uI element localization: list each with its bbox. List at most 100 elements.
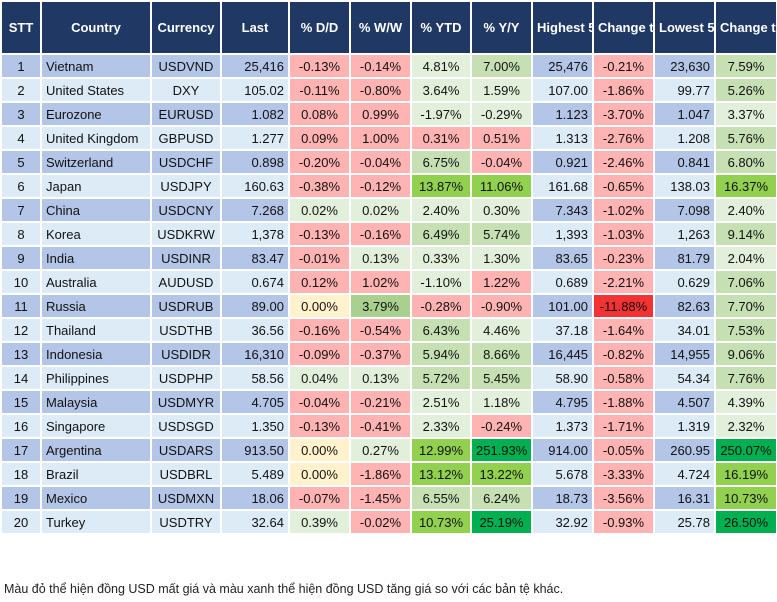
cell-country: Russia bbox=[40, 293, 152, 319]
column-header-chh[interactable]: Change to H52W bbox=[592, 0, 655, 55]
cell-stt: 11 bbox=[0, 293, 42, 319]
cell-low: 1.047 bbox=[653, 101, 716, 127]
column-header-chl[interactable]: Change to L52W bbox=[714, 0, 777, 55]
cell-ytd: 6.49% bbox=[410, 221, 472, 247]
cell-ytd: 5.72% bbox=[410, 365, 472, 391]
cell-low: 16.31 bbox=[653, 485, 716, 511]
cell-chl: 16.19% bbox=[714, 461, 777, 487]
table-row: 16 Singapore USDSGD 1.350 -0.13% -0.41% 2.33% -… bbox=[0, 413, 777, 439]
cell-high: 4.795 bbox=[531, 389, 594, 415]
cell-yy: 0.30% bbox=[470, 197, 533, 223]
column-header-last[interactable]: Last bbox=[220, 0, 290, 55]
cell-chh: -1.02% bbox=[592, 197, 655, 223]
cell-stt: 5 bbox=[0, 149, 42, 175]
cell-country: China bbox=[40, 197, 152, 223]
cell-chl: 7.06% bbox=[714, 269, 777, 295]
cell-yy: 1.59% bbox=[470, 77, 533, 103]
cell-chh: -2.46% bbox=[592, 149, 655, 175]
cell-ytd: -1.10% bbox=[410, 269, 472, 295]
cell-currency: USDMYR bbox=[150, 389, 222, 415]
cell-yy: 251.93% bbox=[470, 437, 533, 463]
table-row: 13 Indonesia USDIDR 16,310 -0.09% -0.37% 5.94%… bbox=[0, 341, 777, 367]
cell-chh: -1.86% bbox=[592, 77, 655, 103]
column-header-ytd[interactable]: % YTD bbox=[410, 0, 472, 55]
cell-yy: 1.22% bbox=[470, 269, 533, 295]
cell-chh: -1.71% bbox=[592, 413, 655, 439]
cell-chl: 16.37% bbox=[714, 173, 777, 199]
cell-high: 7.343 bbox=[531, 197, 594, 223]
cell-last: 1.350 bbox=[220, 413, 290, 439]
cell-stt: 8 bbox=[0, 221, 42, 247]
cell-last: 83.47 bbox=[220, 245, 290, 271]
cell-chh: -0.21% bbox=[592, 53, 655, 79]
cell-high: 1.313 bbox=[531, 125, 594, 151]
cell-last: 160.63 bbox=[220, 173, 290, 199]
cell-high: 1,393 bbox=[531, 221, 594, 247]
cell-last: 1,378 bbox=[220, 221, 290, 247]
cell-ww: 1.02% bbox=[349, 269, 412, 295]
column-header-low[interactable]: Lowest 52W bbox=[653, 0, 716, 55]
cell-yy: 13.22% bbox=[470, 461, 533, 487]
table-row: 7 China USDCNY 7.268 0.02% 0.02% 2.40% 0.30% 7.3… bbox=[0, 197, 777, 223]
cell-stt: 15 bbox=[0, 389, 42, 415]
column-header-currency[interactable]: Currency bbox=[150, 0, 222, 55]
cell-country: Philippines bbox=[40, 365, 152, 391]
currency-table: STT Country Currency Last% D/D% W/W% YTD% Y… bbox=[0, 0, 777, 535]
cell-high: 0.689 bbox=[531, 269, 594, 295]
cell-currency: DXY bbox=[150, 77, 222, 103]
cell-ww: 0.13% bbox=[349, 245, 412, 271]
cell-country: Australia bbox=[40, 269, 152, 295]
cell-last: 7.268 bbox=[220, 197, 290, 223]
cell-currency: USDJPY bbox=[150, 173, 222, 199]
cell-country: Vietnam bbox=[40, 53, 152, 79]
cell-ytd: 5.94% bbox=[410, 341, 472, 367]
cell-ytd: 6.55% bbox=[410, 485, 472, 511]
cell-low: 138.03 bbox=[653, 173, 716, 199]
cell-low: 23,630 bbox=[653, 53, 716, 79]
cell-ww: 0.13% bbox=[349, 365, 412, 391]
column-header-country[interactable]: Country bbox=[40, 0, 152, 55]
cell-low: 0.841 bbox=[653, 149, 716, 175]
cell-stt: 4 bbox=[0, 125, 42, 151]
cell-country: United Kingdom bbox=[40, 125, 152, 151]
cell-chl: 3.37% bbox=[714, 101, 777, 127]
column-header-ww[interactable]: % W/W bbox=[349, 0, 412, 55]
cell-chh: -2.21% bbox=[592, 269, 655, 295]
cell-dd: -0.01% bbox=[288, 245, 351, 271]
table-row: 3 Eurozone EURUSD 1.082 0.08% 0.99% -1.97% -0.2… bbox=[0, 101, 777, 127]
cell-yy: 5.45% bbox=[470, 365, 533, 391]
cell-last: 32.64 bbox=[220, 509, 290, 535]
cell-low: 81.79 bbox=[653, 245, 716, 271]
cell-last: 1.082 bbox=[220, 101, 290, 127]
cell-last: 105.02 bbox=[220, 77, 290, 103]
cell-country: Japan bbox=[40, 173, 152, 199]
cell-chl: 7.53% bbox=[714, 317, 777, 343]
column-header-dd[interactable]: % D/D bbox=[288, 0, 351, 55]
cell-dd: -0.11% bbox=[288, 77, 351, 103]
cell-high: 914.00 bbox=[531, 437, 594, 463]
cell-yy: 4.46% bbox=[470, 317, 533, 343]
column-header-high[interactable]: Highest 52W bbox=[531, 0, 594, 55]
cell-high: 5.678 bbox=[531, 461, 594, 487]
cell-country: Eurozone bbox=[40, 101, 152, 127]
cell-yy: -0.24% bbox=[470, 413, 533, 439]
cell-high: 25,476 bbox=[531, 53, 594, 79]
cell-country: Singapore bbox=[40, 413, 152, 439]
cell-ytd: 13.87% bbox=[410, 173, 472, 199]
cell-stt: 14 bbox=[0, 365, 42, 391]
cell-country: Korea bbox=[40, 221, 152, 247]
cell-chh: -2.76% bbox=[592, 125, 655, 151]
cell-ytd: 6.43% bbox=[410, 317, 472, 343]
column-header-yy[interactable]: % Y/Y bbox=[470, 0, 533, 55]
cell-chl: 7.70% bbox=[714, 293, 777, 319]
cell-ww: 0.02% bbox=[349, 197, 412, 223]
cell-chh: -0.93% bbox=[592, 509, 655, 535]
cell-ww: -0.80% bbox=[349, 77, 412, 103]
cell-ww: 0.27% bbox=[349, 437, 412, 463]
cell-ww: -0.12% bbox=[349, 173, 412, 199]
cell-low: 14,955 bbox=[653, 341, 716, 367]
column-header-stt[interactable]: STT bbox=[0, 0, 42, 55]
cell-chl: 7.59% bbox=[714, 53, 777, 79]
cell-stt: 13 bbox=[0, 341, 42, 367]
table-row: 5 Switzerland USDCHF 0.898 -0.20% -0.04% 6.75%… bbox=[0, 149, 777, 175]
